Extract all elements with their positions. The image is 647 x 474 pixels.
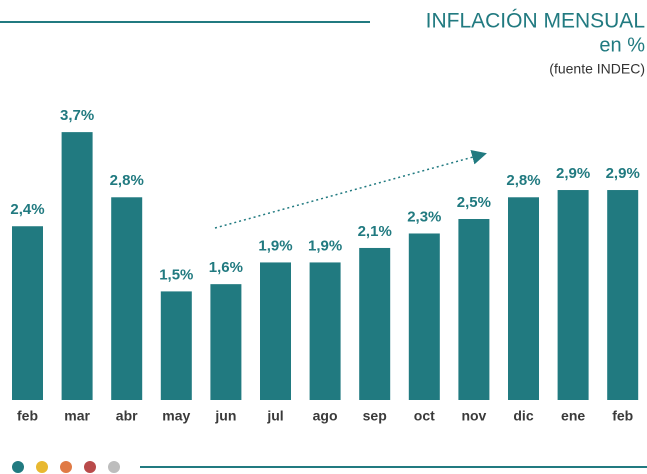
- value-label: 2,8%: [110, 172, 144, 189]
- value-label: 3,7%: [60, 107, 94, 124]
- value-label: 1,5%: [159, 266, 193, 283]
- bar: [111, 197, 143, 400]
- bar: [607, 190, 639, 400]
- dot: [84, 461, 96, 473]
- x-tick-label: abr: [116, 408, 138, 424]
- x-tick-label: mar: [64, 408, 90, 424]
- x-tick-label: may: [162, 408, 190, 424]
- dot: [108, 461, 120, 473]
- x-tick-label: sep: [363, 408, 387, 424]
- bar: [61, 132, 93, 400]
- bar: [408, 233, 440, 400]
- value-label: 1,9%: [258, 237, 292, 254]
- dot: [60, 461, 72, 473]
- value-label: 2,4%: [10, 201, 44, 218]
- bar: [359, 247, 391, 400]
- value-label: 2,3%: [407, 208, 441, 225]
- bar: [458, 219, 490, 400]
- x-tick-label: jul: [266, 408, 283, 424]
- dot: [12, 461, 24, 473]
- x-tick-label: feb: [612, 408, 633, 424]
- value-label: 2,1%: [358, 223, 392, 240]
- bar: [508, 197, 539, 400]
- bar: [260, 262, 291, 400]
- bar: [160, 291, 192, 400]
- value-label: 2,9%: [556, 165, 590, 182]
- value-label: 1,6%: [209, 259, 243, 276]
- x-tick-label: dic: [513, 408, 533, 424]
- bar: [309, 262, 341, 400]
- x-tick-label: ene: [561, 408, 585, 424]
- value-label: 2,5%: [457, 194, 491, 211]
- x-tick-label: ago: [313, 408, 338, 424]
- source: (fuente INDEC): [549, 61, 645, 77]
- value-label: 1,9%: [308, 237, 342, 254]
- x-tick-label: oct: [414, 408, 435, 424]
- bar: [12, 226, 43, 400]
- dot: [36, 461, 48, 473]
- value-label: 2,9%: [606, 165, 640, 182]
- chart-title: INFLACIÓN MENSUAL: [426, 10, 645, 33]
- x-tick-label: feb: [17, 408, 38, 424]
- x-tick-label: nov: [461, 408, 486, 424]
- trend-arrow: [214, 149, 487, 229]
- chart-subtitle: en %: [599, 34, 645, 56]
- bar: [210, 284, 242, 400]
- bar: [557, 190, 589, 400]
- x-tick-label: jun: [214, 408, 236, 424]
- value-label: 2,8%: [506, 172, 540, 189]
